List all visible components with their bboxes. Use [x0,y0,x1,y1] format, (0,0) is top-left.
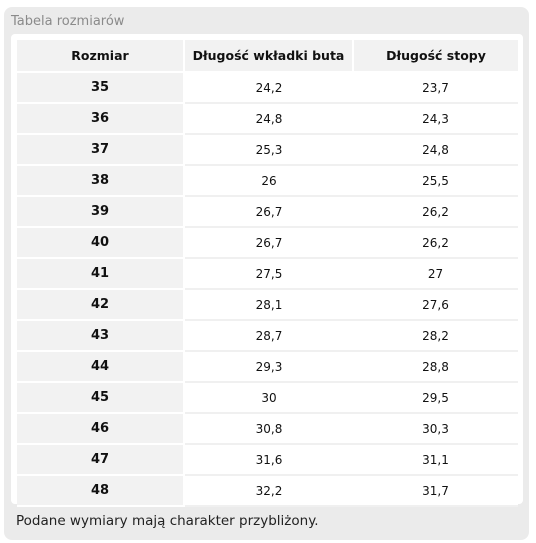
foot-length-cell: 26,2 [353,227,518,259]
size-cell: 43 [17,320,185,352]
foot-length-cell: 31,1 [353,444,518,476]
foot-length-cell: 27 [353,258,518,290]
foot-length-cell: 23,7 [353,72,518,104]
insole-length-cell: 30 [184,382,353,414]
table-row: 44 29,3 28,8 [17,351,518,383]
foot-length-cell: 24,8 [353,134,518,166]
size-table: Rozmiar Długość wkładki buta Długość sto… [17,40,518,507]
insole-length-cell: 26,7 [184,196,353,228]
foot-length-cell: 29,5 [353,382,518,414]
insole-length-cell: 29,3 [184,351,353,383]
size-chart-panel: Tabela rozmiarów Rozmiar Długość wkładki… [4,7,529,540]
insole-length-cell: 26,7 [184,227,353,259]
size-cell: 39 [17,196,185,228]
insole-length-cell: 24,2 [184,72,353,104]
insole-length-cell: 30,8 [184,413,353,445]
size-cell: 35 [17,72,185,104]
approximation-note: Podane wymiary mają charakter przybliżon… [16,513,319,529]
size-cell: 37 [17,134,185,166]
foot-length-cell: 24,3 [353,103,518,135]
foot-length-cell: 28,8 [353,351,518,383]
size-cell: 48 [17,475,185,507]
size-cell: 40 [17,227,185,259]
foot-length-cell: 27,6 [353,289,518,321]
foot-length-cell: 26,2 [353,196,518,228]
size-cell: 46 [17,413,185,445]
size-cell: 42 [17,289,185,321]
table-row: 42 28,1 27,6 [17,289,518,321]
foot-length-cell: 28,2 [353,320,518,352]
table-row: 45 30 29,5 [17,382,518,414]
table-row: 47 31,6 31,1 [17,444,518,476]
insole-length-cell: 28,1 [184,289,353,321]
insole-length-cell: 28,7 [184,320,353,352]
table-header-row: Rozmiar Długość wkładki buta Długość sto… [17,40,518,73]
table-row: 39 26,7 26,2 [17,196,518,228]
table-row: 41 27,5 27 [17,258,518,290]
table-row: 48 32,2 31,7 [17,475,518,507]
column-header-insole-length: Długość wkładki buta [184,40,354,73]
insole-length-cell: 26 [184,165,353,197]
size-cell: 38 [17,165,185,197]
insole-length-cell: 24,8 [184,103,353,135]
column-header-foot-length: Długość stopy [353,40,518,73]
table-row: 36 24,8 24,3 [17,103,518,135]
column-header-size: Rozmiar [17,40,185,73]
size-cell: 44 [17,351,185,383]
foot-length-cell: 31,7 [353,475,518,507]
table-row: 43 28,7 28,2 [17,320,518,352]
insole-length-cell: 27,5 [184,258,353,290]
insole-length-cell: 31,6 [184,444,353,476]
table-body: 35 24,2 23,7 36 24,8 24,3 37 25,3 24,8 38 26 25,5 39… [17,72,518,507]
panel-title: Tabela rozmiarów [11,14,125,29]
table-row: 46 30,8 30,3 [17,413,518,445]
table-row: 35 24,2 23,7 [17,72,518,104]
insole-length-cell: 32,2 [184,475,353,507]
foot-length-cell: 30,3 [353,413,518,445]
table-row: 37 25,3 24,8 [17,134,518,166]
size-cell: 47 [17,444,185,476]
table-row: 40 26,7 26,2 [17,227,518,259]
size-table-container: Rozmiar Długość wkładki buta Długość sto… [11,34,523,507]
size-cell: 45 [17,382,185,414]
insole-length-cell: 25,3 [184,134,353,166]
table-row: 38 26 25,5 [17,165,518,197]
size-cell: 36 [17,103,185,135]
size-cell: 41 [17,258,185,290]
foot-length-cell: 25,5 [353,165,518,197]
